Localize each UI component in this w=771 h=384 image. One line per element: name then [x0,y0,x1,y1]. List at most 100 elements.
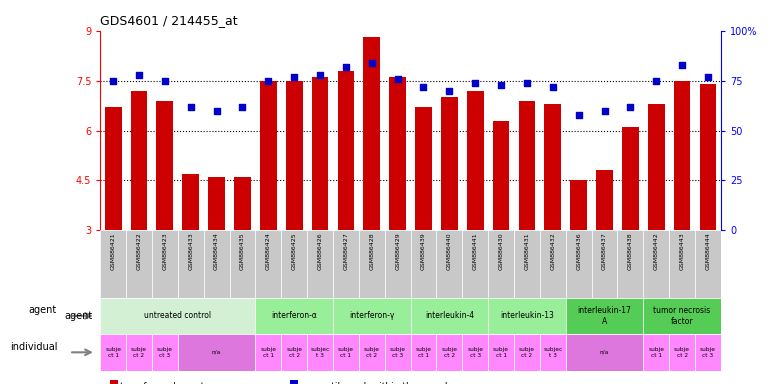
Bar [234,177,251,230]
Bar [643,230,669,298]
Bar [281,230,307,298]
Text: subje
ct 3: subje ct 3 [157,347,173,358]
Text: subje
ct 3: subje ct 3 [389,347,406,358]
Text: GSM886428: GSM886428 [369,232,374,270]
Bar [674,81,691,230]
Bar [100,298,255,334]
Bar [463,230,488,298]
Text: interleukin-17
A: interleukin-17 A [577,306,631,326]
Bar [488,334,514,371]
Bar [178,334,255,371]
Bar [230,230,255,298]
Text: percentile rank within the sample: percentile rank within the sample [300,382,453,384]
Text: subje
ct 2: subje ct 2 [286,347,302,358]
Bar [436,230,463,298]
Text: GSM886423: GSM886423 [163,232,167,270]
Text: n/a: n/a [212,350,221,355]
Text: GSM886427: GSM886427 [343,232,348,270]
Bar [307,334,333,371]
Bar [493,121,510,230]
Bar [385,230,410,298]
Bar [571,180,587,230]
Bar [519,101,535,230]
Text: subje
ct 2: subje ct 2 [364,347,380,358]
Bar [255,334,281,371]
Bar [286,81,302,230]
Bar [333,334,359,371]
Bar [100,230,126,298]
Text: GSM886431: GSM886431 [524,232,530,270]
Text: GSM886437: GSM886437 [602,232,607,270]
Bar [622,127,639,230]
Bar [410,334,436,371]
Text: agent: agent [64,311,93,321]
Bar [488,230,514,298]
Text: transformed count: transformed count [120,382,204,384]
Text: subje
ct 1: subje ct 1 [261,347,276,358]
Bar [436,334,463,371]
Bar [338,71,355,230]
Text: subjec
t 3: subjec t 3 [543,347,562,358]
Bar [466,91,483,230]
Text: GSM886436: GSM886436 [576,232,581,270]
Point [520,79,533,86]
Point [676,61,689,68]
Bar [566,298,643,334]
Point [495,81,507,88]
Bar [110,380,118,384]
Text: GSM886441: GSM886441 [473,232,478,270]
Text: interleukin-4: interleukin-4 [425,311,474,320]
Bar [695,230,721,298]
Text: GSM886424: GSM886424 [266,232,271,270]
Bar [307,230,333,298]
Bar [311,77,328,230]
Bar [669,334,695,371]
Bar [204,230,230,298]
Bar [618,230,643,298]
Bar [415,107,432,230]
Text: untreated control: untreated control [144,311,211,320]
Bar [255,298,333,334]
Point [340,64,352,70]
Point [236,104,248,110]
Text: GSM886434: GSM886434 [214,232,219,270]
Bar [385,334,410,371]
Bar [152,230,178,298]
Bar [105,107,122,230]
Point [650,78,662,84]
Bar [178,230,204,298]
Text: GSM886430: GSM886430 [499,232,503,270]
Text: subje
ct 1: subje ct 1 [338,347,354,358]
Point [625,104,637,110]
Bar [544,104,561,230]
Text: agent: agent [29,305,57,315]
Point [547,84,559,90]
Text: GSM886432: GSM886432 [550,232,555,270]
Bar [100,334,126,371]
Bar [514,334,540,371]
Bar [514,230,540,298]
Bar [152,334,178,371]
Point [443,88,456,94]
Bar [290,380,298,384]
Bar [410,230,436,298]
Bar [363,37,380,230]
Bar [643,334,669,371]
Point [573,111,585,118]
Text: subje
ct 2: subje ct 2 [674,347,690,358]
Text: GSM886435: GSM886435 [240,232,245,270]
Bar [441,97,458,230]
Text: subje
ct 3: subje ct 3 [467,347,483,358]
Text: GDS4601 / 214455_at: GDS4601 / 214455_at [100,14,238,27]
Bar [281,334,307,371]
Text: subje
ct 1: subje ct 1 [648,347,665,358]
Text: subje
ct 2: subje ct 2 [519,347,535,358]
Text: GSM886425: GSM886425 [291,232,297,270]
Bar [643,298,721,334]
Text: GSM886439: GSM886439 [421,232,426,270]
Text: GSM886438: GSM886438 [628,232,633,270]
Text: n/a: n/a [600,350,609,355]
Bar [255,230,281,298]
Bar [333,230,359,298]
Bar [648,104,665,230]
